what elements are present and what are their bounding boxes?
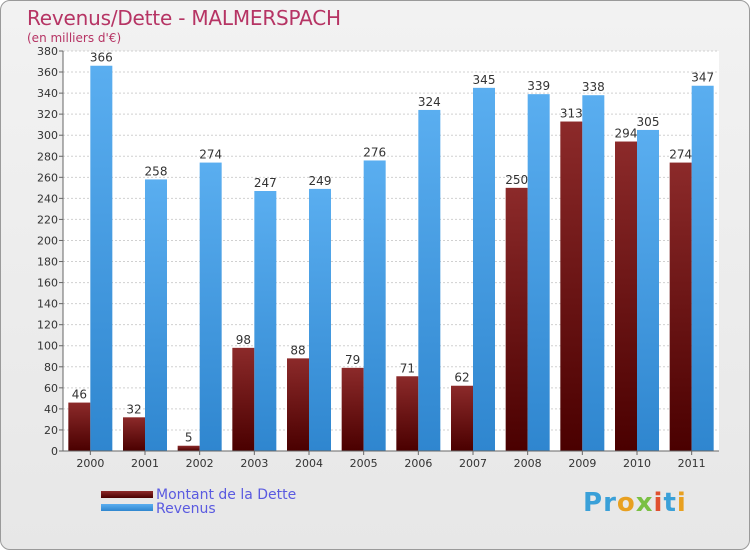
bar-revenus: [582, 95, 605, 452]
bar-revenus: [90, 65, 113, 451]
bar-revenus: [527, 94, 550, 451]
x-tick-label: 2009: [568, 457, 596, 470]
y-tick-label: 20: [44, 424, 58, 437]
x-tick-label: 2008: [514, 457, 542, 470]
bar-revenus: [473, 87, 495, 451]
data-label-dette: 71: [400, 361, 415, 375]
bar-dette: [287, 358, 309, 451]
legend-label-dette: Montant de la Dette: [156, 487, 297, 503]
x-tick-label: 2007: [459, 457, 487, 470]
data-label-revenus: 258: [145, 164, 168, 178]
data-label-revenus: 274: [199, 148, 222, 162]
y-tick-label: 0: [51, 445, 58, 458]
y-tick-label: 260: [37, 171, 58, 184]
bar-revenus: [418, 109, 441, 452]
legend-swatch-revenus: [101, 504, 153, 511]
data-label-revenus: 247: [254, 176, 277, 190]
x-tick-label: 2011: [678, 457, 706, 470]
legend-label-revenus: Revenus: [156, 501, 216, 517]
data-label-dette: 62: [454, 371, 469, 385]
bar-dette: [505, 187, 528, 451]
data-label-revenus: 276: [363, 145, 386, 159]
data-label-dette: 294: [615, 127, 638, 141]
data-label-dette: 98: [236, 333, 251, 347]
proxiti-logo: Proxiti: [583, 488, 687, 518]
bar-revenus: [254, 191, 277, 451]
y-tick-label: 280: [37, 150, 58, 163]
x-tick-label: 2001: [131, 457, 159, 470]
data-label-dette: 46: [72, 388, 87, 402]
grid-lines: [63, 50, 719, 452]
data-label-dette: 313: [560, 107, 583, 121]
x-tick-label: 2003: [240, 457, 268, 470]
bar-dette: [451, 385, 473, 451]
bar-dette: [396, 376, 419, 451]
bar-revenus: [637, 129, 659, 451]
bar-dette: [560, 121, 583, 452]
y-tick-label: 40: [44, 403, 58, 416]
data-label-dette: 79: [345, 353, 360, 367]
x-tick-label: 2000: [76, 457, 104, 470]
data-label-revenus: 366: [90, 51, 113, 65]
data-label-revenus: 324: [418, 95, 441, 109]
bar-dette: [123, 417, 145, 451]
data-label-revenus: 305: [637, 115, 660, 129]
data-label-dette: 250: [505, 173, 528, 187]
y-tick-label: 140: [37, 298, 58, 311]
data-label-revenus: 347: [691, 71, 714, 85]
x-tick-label: 2006: [404, 457, 432, 470]
plot-area: [63, 51, 719, 451]
bar-dette: [177, 445, 200, 451]
bars: 46 366 32 258 5 274 98 247 88 249 79 276 71 324 62 345 2…: [68, 51, 714, 452]
y-tick-label: 380: [37, 45, 58, 58]
bar-dette: [341, 367, 364, 451]
y-tick-label: 120: [37, 319, 58, 332]
chart-title: Revenus/Dette - MALMERSPACH: [27, 6, 341, 30]
x-tick-label: 2004: [295, 457, 323, 470]
bar-dette: [68, 402, 91, 451]
data-label-revenus: 338: [582, 80, 605, 94]
legend-swatch-dette: [101, 491, 153, 498]
bar-dette: [232, 347, 255, 451]
y-tick-label: 220: [37, 213, 58, 226]
y-tick-label: 320: [37, 108, 58, 121]
data-label-dette: 32: [126, 402, 141, 416]
bar-revenus: [363, 160, 386, 451]
x-axis: 2000 2001 2002 2003 2004 2005 2006 2007 2008 2009…: [63, 450, 719, 470]
data-label-revenus: 339: [527, 79, 550, 93]
y-tick-label: 60: [44, 382, 58, 395]
data-label-dette: 88: [290, 343, 305, 357]
bar-revenus: [145, 179, 167, 451]
bar-dette: [615, 141, 637, 452]
y-tick-label: 240: [37, 192, 58, 205]
bar-revenus: [309, 188, 331, 452]
bar-dette: [669, 162, 692, 451]
data-label-revenus: 345: [473, 73, 496, 87]
data-label-dette: 5: [185, 431, 193, 445]
chart-subtitle: (en milliers d'€): [27, 31, 122, 45]
y-tick-label: 80: [44, 361, 58, 374]
y-tick-label: 340: [37, 87, 58, 100]
y-tick-label: 160: [37, 277, 58, 290]
bar-revenus: [691, 85, 714, 451]
x-tick-label: 2002: [186, 457, 214, 470]
x-tick-label: 2005: [350, 457, 378, 470]
x-tick-label: 2010: [623, 457, 651, 470]
bar-revenus: [199, 162, 222, 451]
data-label-dette: 274: [669, 148, 692, 162]
y-tick-label: 180: [37, 256, 58, 269]
data-label-revenus: 249: [309, 174, 332, 188]
y-tick-label: 100: [37, 340, 58, 353]
y-tick-label: 360: [37, 66, 58, 79]
y-tick-label: 300: [37, 129, 58, 142]
y-axis: 0 20 40 60 80 100 120 140 160 180 200 220 240 260 280 3…: [37, 45, 64, 458]
y-tick-label: 200: [37, 234, 58, 247]
